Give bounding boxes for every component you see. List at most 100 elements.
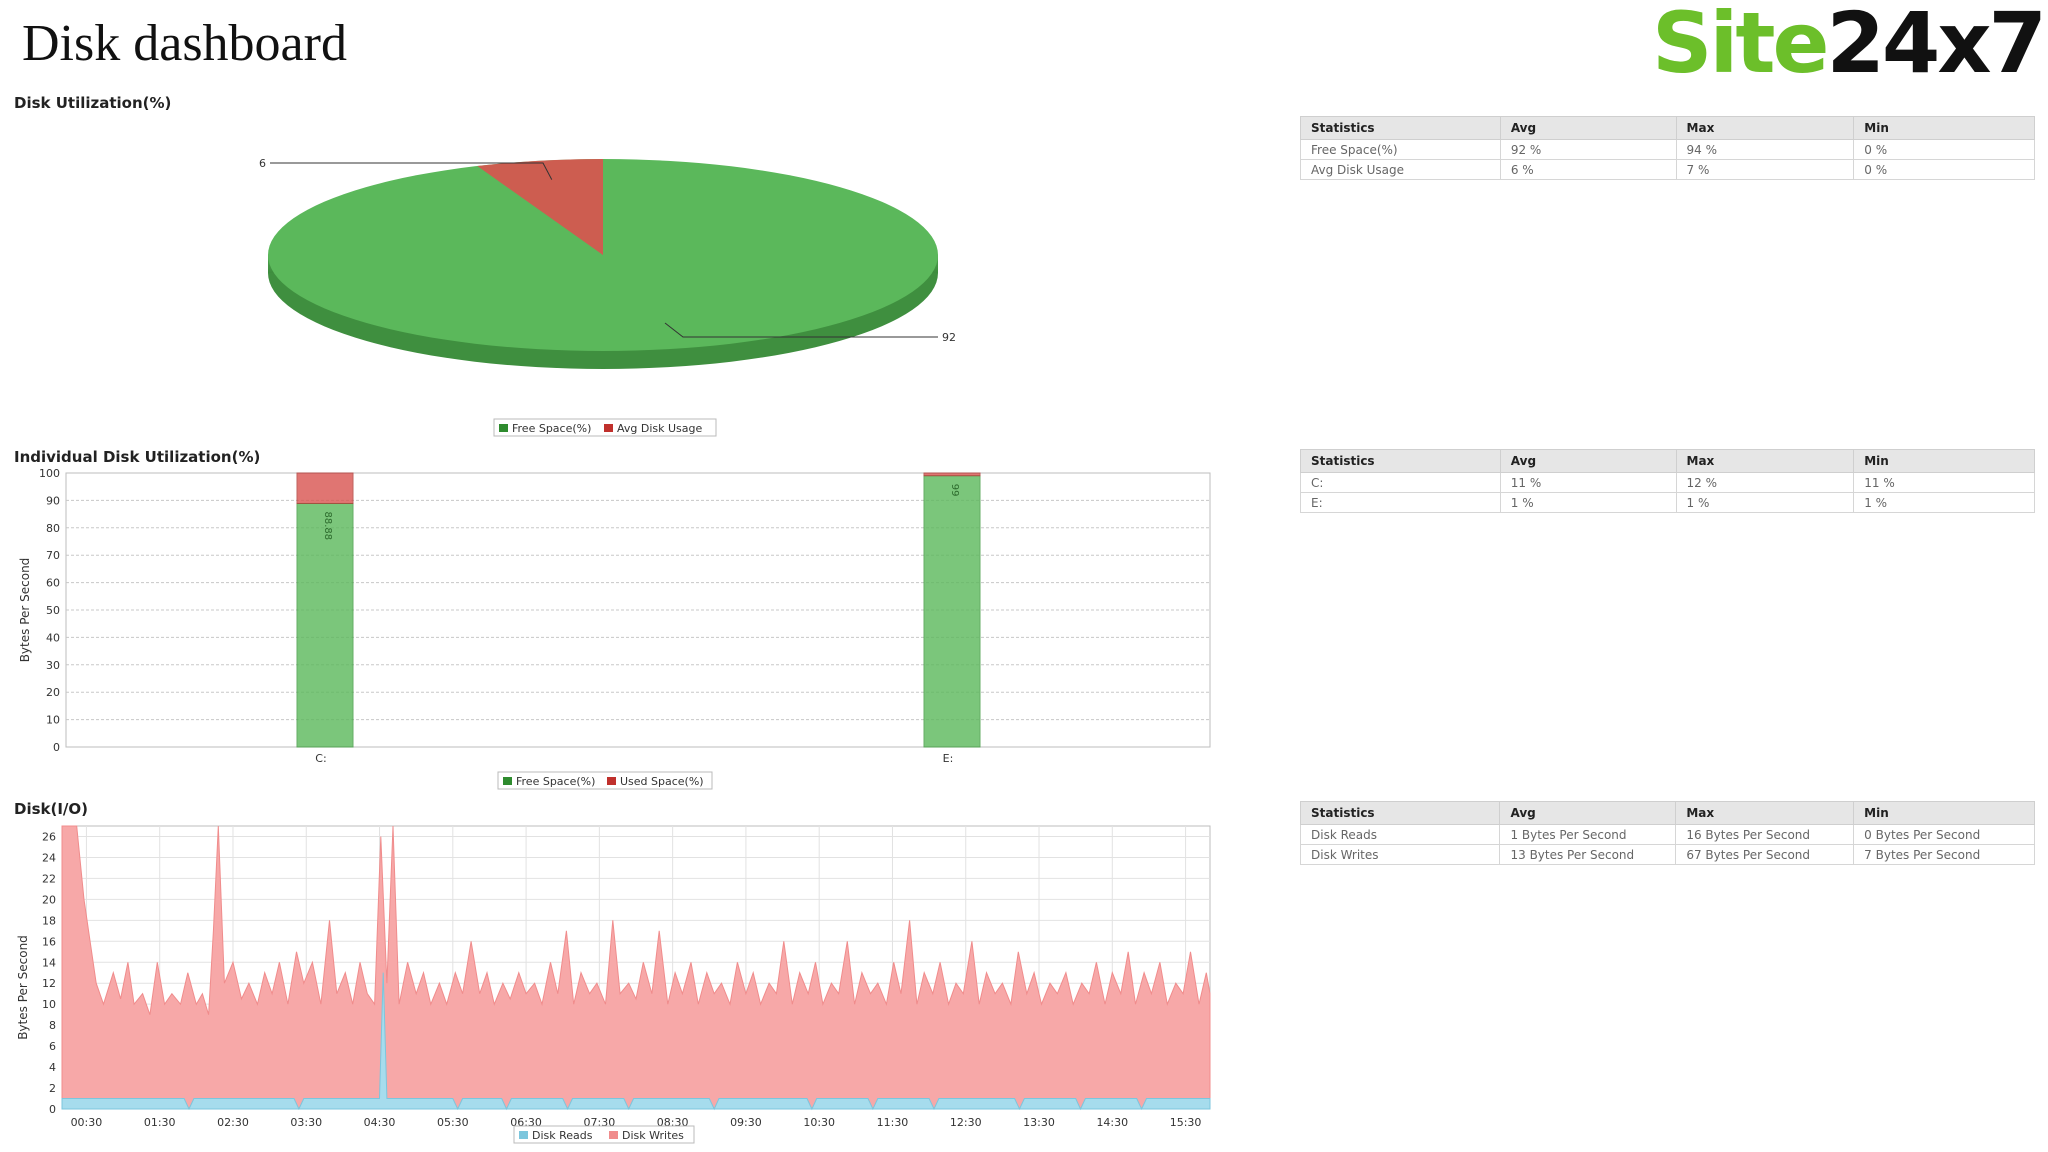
x-tick-label: 09:30 bbox=[730, 1116, 762, 1129]
y-axis-label: Bytes Per Second bbox=[18, 558, 32, 663]
disk-utilization-title: Disk Utilization(%) bbox=[14, 94, 172, 112]
site24x7-logo[interactable]: Site24x7 bbox=[1652, 0, 2047, 92]
table-cell: 67 Bytes Per Second bbox=[1675, 844, 1855, 865]
x-tick-label: 00:30 bbox=[71, 1116, 103, 1129]
table-header[interactable]: Min bbox=[1853, 449, 2035, 473]
y-tick-label: 16 bbox=[42, 935, 56, 948]
y-tick-label: 24 bbox=[42, 851, 56, 864]
y-tick-label: 10 bbox=[46, 714, 60, 727]
x-tick-label: 04:30 bbox=[364, 1116, 396, 1129]
disk-utilization-stats-table: Statistics Avg Max Min Free Space(%) 92 … bbox=[1300, 116, 2035, 180]
legend-item-disk-reads: Disk Reads bbox=[532, 1129, 593, 1142]
table-header[interactable]: Max bbox=[1675, 449, 1855, 473]
x-tick-label: 15:30 bbox=[1170, 1116, 1202, 1129]
y-tick-label: 12 bbox=[42, 977, 56, 990]
table-cell: 1 Bytes Per Second bbox=[1499, 824, 1677, 845]
table-cell: 7 Bytes Per Second bbox=[1853, 844, 2035, 865]
table-header[interactable]: Max bbox=[1675, 116, 1855, 140]
bar-value-label: 99 bbox=[949, 484, 960, 497]
table-header[interactable]: Statistics bbox=[1300, 116, 1501, 140]
y-tick-label: 80 bbox=[46, 522, 60, 535]
table-cell: 0 % bbox=[1853, 139, 2035, 160]
area-disk-reads bbox=[61, 972, 1211, 1111]
table-header[interactable]: Avg bbox=[1499, 801, 1677, 825]
y-tick-label: 22 bbox=[42, 872, 56, 885]
table-row: E: 1 % 1 % 1 % bbox=[1300, 492, 2035, 513]
legend-item-disk-writes: Disk Writes bbox=[622, 1129, 684, 1142]
pie-slice-avg-disk-usage bbox=[477, 159, 603, 255]
logo-num-text: 24x7 bbox=[1826, 0, 2047, 92]
legend-box bbox=[497, 771, 713, 790]
x-tick-label: 14:30 bbox=[1096, 1116, 1128, 1129]
table-cell: 0 % bbox=[1853, 159, 2035, 180]
y-tick-label: 8 bbox=[49, 1019, 56, 1032]
table-cell: 92 % bbox=[1499, 139, 1677, 160]
table-cell: 7 % bbox=[1675, 159, 1855, 180]
y-tick-label: 18 bbox=[42, 914, 56, 927]
pie-leader-line bbox=[270, 162, 553, 180]
legend-item-used-space: Used Space(%) bbox=[620, 775, 704, 788]
table-row: Disk Reads 1 Bytes Per Second 16 Bytes P… bbox=[1299, 824, 2035, 845]
bar-legend: Free Space(%) Used Space(%) bbox=[497, 771, 713, 790]
logo-site-text: Site bbox=[1652, 0, 1829, 92]
table-cell: Avg Disk Usage bbox=[1300, 159, 1501, 180]
table-cell: Disk Reads bbox=[1299, 824, 1501, 845]
table-cell: 11 % bbox=[1499, 472, 1677, 493]
table-header[interactable]: Statistics bbox=[1299, 801, 1501, 825]
y-tick-label: 26 bbox=[42, 830, 56, 843]
y-tick-label: 20 bbox=[42, 893, 56, 906]
table-row: Disk Writes 13 Bytes Per Second 67 Bytes… bbox=[1299, 844, 2035, 865]
pie-label-free-space: 92 bbox=[942, 331, 956, 344]
pie-legend: Free Space(%) Avg Disk Usage bbox=[493, 418, 717, 437]
table-header[interactable]: Statistics bbox=[1300, 449, 1501, 473]
table-header[interactable]: Min bbox=[1853, 116, 2035, 140]
bar-used-space bbox=[296, 472, 354, 504]
y-tick-label: 30 bbox=[46, 659, 60, 672]
y-tick-label: 20 bbox=[46, 686, 60, 699]
y-tick-label: 14 bbox=[42, 956, 56, 969]
legend-swatch-disk-writes bbox=[609, 1131, 618, 1139]
bar-free-space bbox=[923, 475, 981, 748]
area-legend: Disk Reads Disk Writes bbox=[513, 1125, 695, 1144]
table-cell: 6 % bbox=[1499, 159, 1677, 180]
x-tick-label: 10:30 bbox=[803, 1116, 835, 1129]
y-tick-label: 2 bbox=[49, 1082, 56, 1095]
x-tick-label: 01:30 bbox=[144, 1116, 176, 1129]
area-disk-writes bbox=[61, 825, 1211, 1110]
x-tick-label: 11:30 bbox=[877, 1116, 909, 1129]
legend-item-free-space: Free Space(%) bbox=[516, 775, 595, 788]
legend-swatch-free-space bbox=[499, 424, 508, 432]
disk-io-title: Disk(I/O) bbox=[14, 800, 89, 818]
table-header[interactable]: Max bbox=[1675, 801, 1855, 825]
y-tick-label: 100 bbox=[39, 467, 60, 480]
table-cell: 12 % bbox=[1675, 472, 1855, 493]
legend-swatch-disk-reads bbox=[519, 1131, 528, 1139]
table-header[interactable]: Min bbox=[1853, 801, 2035, 825]
table-cell: 1 % bbox=[1675, 492, 1855, 513]
legend-swatch-used-space bbox=[607, 777, 616, 785]
y-tick-label: 4 bbox=[49, 1061, 56, 1074]
table-header[interactable]: Avg bbox=[1499, 116, 1677, 140]
legend-item-free-space: Free Space(%) bbox=[512, 422, 591, 435]
table-row: C: 11 % 12 % 11 % bbox=[1300, 472, 2035, 493]
x-tick-label: C: bbox=[315, 752, 326, 765]
y-axis-label: Bytes Per Second bbox=[16, 935, 30, 1040]
table-cell: 13 Bytes Per Second bbox=[1499, 844, 1677, 865]
table-cell: 0 Bytes Per Second bbox=[1853, 824, 2035, 845]
table-cell: 1 % bbox=[1499, 492, 1677, 513]
table-header[interactable]: Avg bbox=[1499, 449, 1677, 473]
x-tick-label: 05:30 bbox=[437, 1116, 469, 1129]
y-tick-label: 10 bbox=[42, 998, 56, 1011]
table-cell: 11 % bbox=[1853, 472, 2035, 493]
y-tick-label: 40 bbox=[46, 631, 60, 644]
x-tick-label: E: bbox=[943, 752, 954, 765]
table-row: Free Space(%) 92 % 94 % 0 % bbox=[1300, 139, 2035, 160]
x-tick-label: 03:30 bbox=[290, 1116, 322, 1129]
x-tick-label: 02:30 bbox=[217, 1116, 249, 1129]
pie-leader-line bbox=[664, 322, 938, 338]
legend-box bbox=[513, 1125, 695, 1144]
y-tick-label: 70 bbox=[46, 549, 60, 562]
table-cell: C: bbox=[1300, 472, 1501, 493]
table-row: Avg Disk Usage 6 % 7 % 0 % bbox=[1300, 159, 2035, 180]
